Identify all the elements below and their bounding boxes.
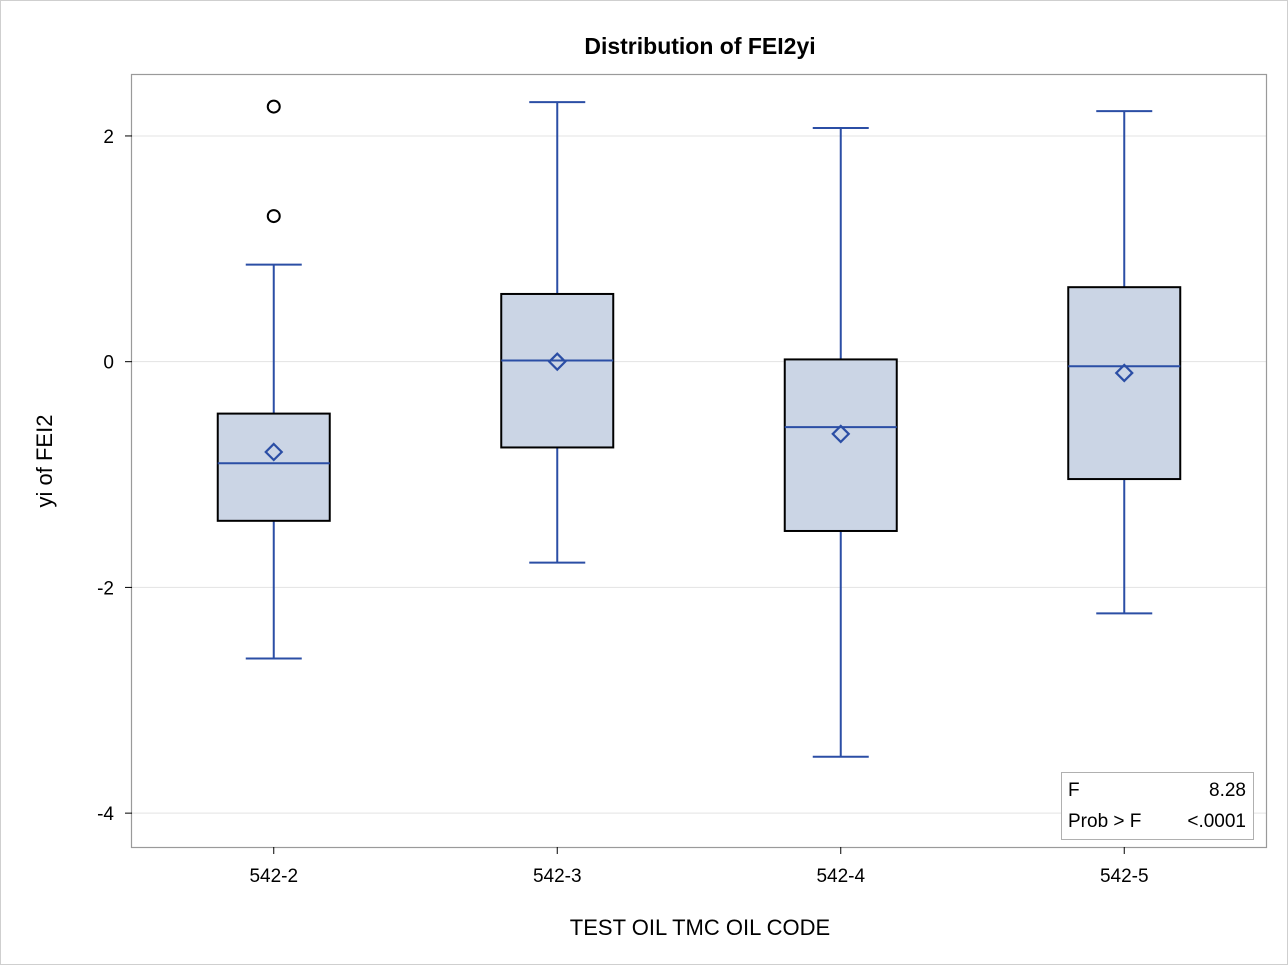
mean-marker <box>1114 363 1134 383</box>
iqr-box <box>216 412 331 522</box>
iqr-box <box>783 358 898 532</box>
y-tick-label: 0 <box>103 353 114 374</box>
x-tick-label: 542-4 <box>816 866 865 887</box>
y-tick-label: 2 <box>103 127 114 148</box>
outlier-point <box>266 209 281 224</box>
box-marks <box>216 99 1182 758</box>
box-group-542-2 <box>216 99 331 660</box>
x-tick-label: 542-3 <box>533 866 582 887</box>
mean-marker <box>547 352 567 372</box>
y-axis-label: yi of FEI2 <box>32 415 57 508</box>
chart-title: Distribution of FEI2yi <box>584 33 815 59</box>
y-tick-label: -4 <box>97 804 114 825</box>
inset-row-2-value: <.0001 <box>1187 811 1246 832</box>
x-axis-label: TEST OIL TMC OIL CODE <box>570 915 830 940</box>
box-group-542-5 <box>1067 110 1182 615</box>
iqr-box <box>1067 286 1182 481</box>
plot-frame <box>130 73 1268 849</box>
box-group-542-3 <box>500 101 615 564</box>
y-tick-label: -2 <box>97 578 114 599</box>
box-group-542-4 <box>783 127 898 758</box>
x-tick-label: 542-2 <box>249 866 298 887</box>
mean-marker <box>264 442 284 462</box>
inset-row-1-value: 8.28 <box>1209 780 1246 801</box>
x-tick-label: 542-5 <box>1100 866 1149 887</box>
outlier-point <box>266 99 281 114</box>
inset-row-2-label: Prob > F <box>1068 811 1141 832</box>
stats-inset: F 8.28 Prob > F <.0001 <box>1061 772 1254 840</box>
mean-marker <box>831 424 851 444</box>
inset-row-1-label: F <box>1068 780 1080 801</box>
axes: -4 -2 0 2 542-2 542-3 542-4 542-5 <box>97 127 1148 887</box>
stats-inset-box <box>1061 772 1254 840</box>
